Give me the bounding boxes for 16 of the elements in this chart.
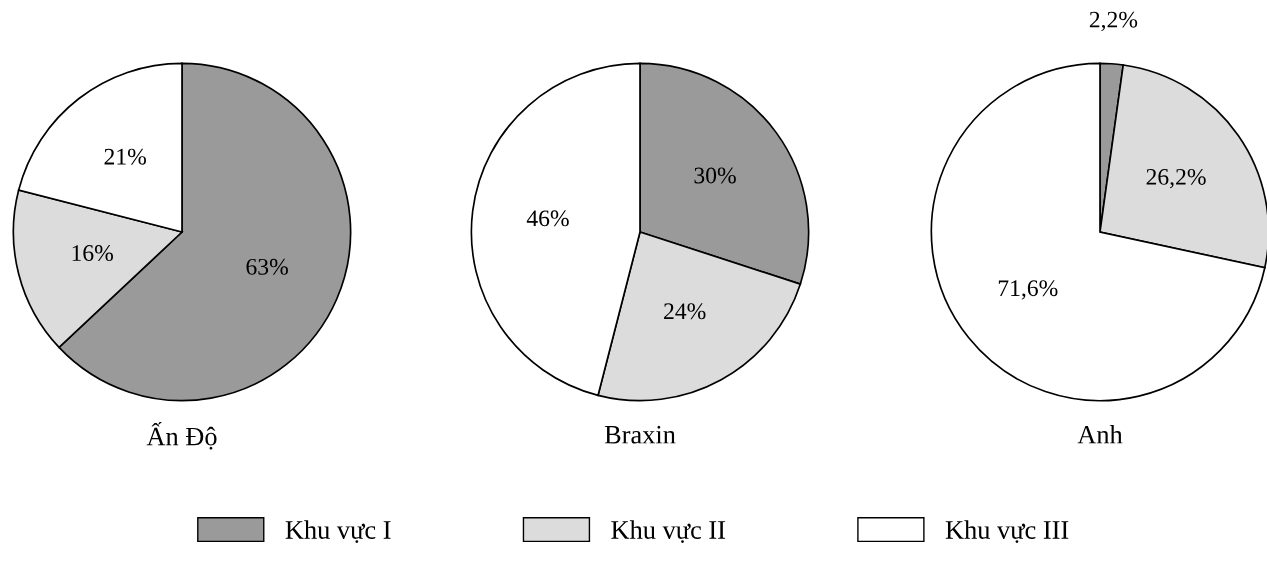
legend-label: Khu vực II	[611, 520, 726, 543]
data-label: 71,6%	[998, 280, 1058, 300]
data-label: 2,2%	[1089, 11, 1138, 31]
data-label: 30%	[694, 167, 736, 184]
legend-label: Khu vực III	[945, 520, 1069, 543]
text: Braxin	[604, 425, 676, 444]
legend-label: Khu vực I	[285, 520, 391, 543]
data-label: 63%	[246, 258, 288, 275]
data-label: 24%	[664, 303, 706, 320]
data-label: 46%	[526, 210, 569, 227]
text: Ấn Độ	[146, 421, 217, 450]
data-label: 21%	[104, 148, 146, 165]
text: Anh	[1077, 425, 1123, 444]
data-label: 16%	[72, 245, 113, 262]
data-label: 26,2%	[1146, 168, 1206, 189]
pie-slice	[930, 62, 1266, 402]
